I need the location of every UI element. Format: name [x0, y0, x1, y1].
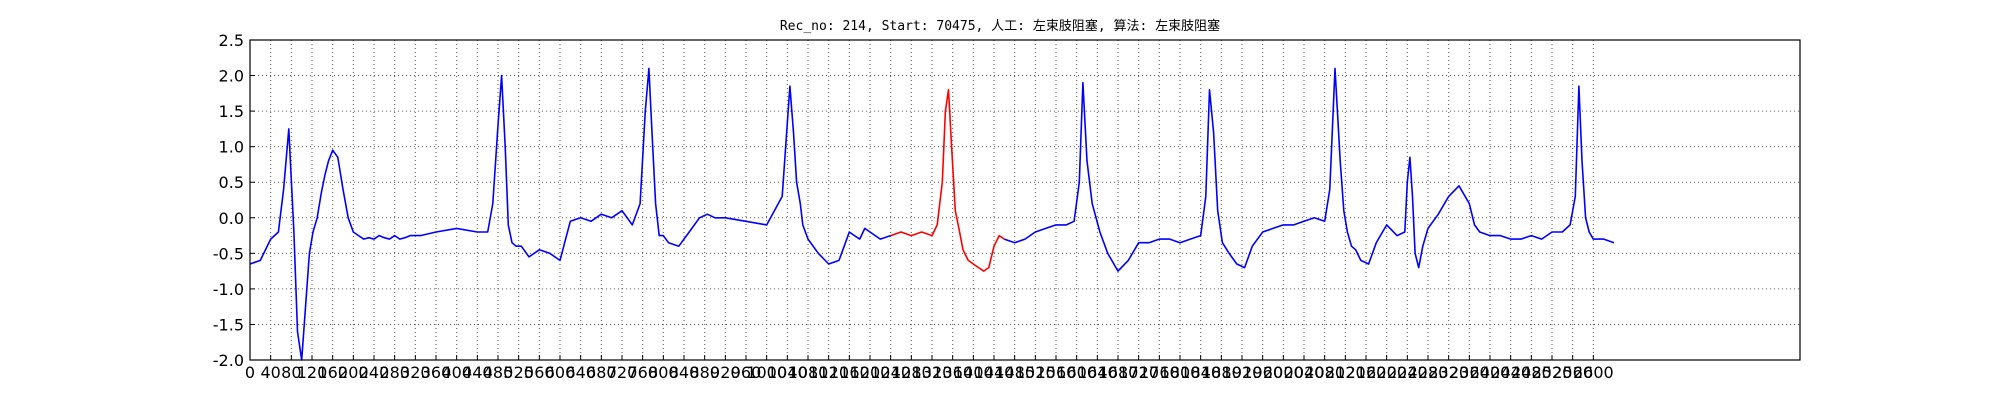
x-tick-label: 2000 [1263, 363, 1304, 382]
plot-series [249, 67, 1615, 361]
x-tick-label: 2240 [1387, 363, 1428, 382]
y-tick-label: 0.0 [219, 209, 244, 228]
x-tick-label: 2040 [1284, 363, 1325, 382]
y-tick-label: 1.0 [219, 138, 244, 157]
x-tick-label: 2120 [1325, 363, 1366, 382]
x-tick-label: 1360 [932, 363, 973, 382]
x-tick-label: 1160 [829, 363, 870, 382]
x-tick-label: 160 [317, 363, 348, 382]
ecg-trace-segment-1 [249, 67, 891, 361]
x-tick-label: 120 [297, 363, 328, 382]
x-tick-label: 920 [710, 363, 741, 382]
x-tick-label: 1000 [746, 363, 787, 382]
x-tick-label: 1480 [994, 363, 1035, 382]
x-tick-label: 1320 [912, 363, 953, 382]
x-tick-label: 2440 [1490, 363, 1531, 382]
x-tick-label: 360 [421, 363, 452, 382]
x-tick-label: 2360 [1449, 363, 1490, 382]
y-tick-label: -1.0 [213, 280, 244, 299]
x-tick-label: 280 [379, 363, 410, 382]
x-tick-label: 600 [545, 363, 576, 382]
x-tick-label: 640 [565, 363, 596, 382]
x-tick-label: 1960 [1242, 363, 1283, 382]
ecg-trace-segment-3 [1004, 67, 1615, 272]
x-tick-label: 400 [441, 363, 472, 382]
x-tick-label: 1840 [1180, 363, 1221, 382]
x-tick-label: 0 [245, 363, 255, 382]
x-tick-label: 1080 [788, 363, 829, 382]
x-tick-label: 1800 [1160, 363, 1201, 382]
x-tick-label: 80 [281, 363, 301, 382]
y-tick-label: 2.5 [219, 31, 244, 50]
x-tick-label: 200 [338, 363, 369, 382]
x-tick-label: 2520 [1532, 363, 1573, 382]
x-tick-label: 2600 [1573, 363, 1614, 382]
x-tick-label: 1680 [1098, 363, 1139, 382]
x-tick-label: 840 [669, 363, 700, 382]
x-tick-label: 2160 [1346, 363, 1387, 382]
x-tick-label: 440 [462, 363, 493, 382]
y-tick-label: 0.5 [219, 173, 244, 192]
y-tick-label: 1.5 [219, 102, 244, 121]
x-tick-label: 960 [731, 363, 762, 382]
x-tick-label: 2480 [1511, 363, 1552, 382]
x-tick-label: 2200 [1366, 363, 1407, 382]
x-tick-label: 1520 [1015, 363, 1056, 382]
x-tick-label: 560 [524, 363, 555, 382]
x-tick-label: 1200 [850, 363, 891, 382]
x-tick-label: 1400 [953, 363, 994, 382]
x-tick-label: 1920 [1222, 363, 1263, 382]
x-tick-label: 880 [689, 363, 720, 382]
x-tick-label: 2560 [1552, 363, 1593, 382]
x-tick-label: 1040 [767, 363, 808, 382]
x-tick-label: 520 [503, 363, 534, 382]
x-tick-label: 480 [483, 363, 514, 382]
x-tick-label: 1600 [1056, 363, 1097, 382]
x-tick-label: 800 [648, 363, 679, 382]
x-tick-label: 2320 [1428, 363, 1469, 382]
y-axis: 2.5 2.0 1.5 1.0 0.5 0.0 -0.5 -1.0 -1.5 -2.0 [213, 31, 255, 370]
y-tick-label: -0.5 [213, 244, 244, 263]
y-tick-label: -2.0 [213, 351, 244, 370]
x-tick-label: 2080 [1304, 363, 1345, 382]
x-tick-label: 1280 [891, 363, 932, 382]
x-tick-label: 1240 [870, 363, 911, 382]
x-tick-label: 760 [627, 363, 658, 382]
x-tick-label: 1120 [808, 363, 849, 382]
x-tick-label: 1880 [1201, 363, 1242, 382]
x-tick-label: 1640 [1077, 363, 1118, 382]
x-tick-label: 2280 [1408, 363, 1449, 382]
ecg-trace-segment-2 [890, 89, 1005, 272]
x-tick-label: 240 [359, 363, 390, 382]
y-tick-label: 2.0 [219, 67, 244, 86]
x-tick-label: 680 [586, 363, 617, 382]
x-tick-label: 1440 [974, 363, 1015, 382]
x-tick-label: 40 [260, 363, 280, 382]
x-tick-label: 2400 [1470, 363, 1511, 382]
x-tick-label: 320 [400, 363, 431, 382]
x-tick-label: 1560 [1036, 363, 1077, 382]
x-tick-label: 1720 [1118, 363, 1159, 382]
chart-title: Rec_no: 214, Start: 70475, 人工: 左束肢阻塞, 算法… [780, 18, 1220, 34]
x-tick-label: 1760 [1139, 363, 1180, 382]
x-axis: 0 40 8012016020024028032036040044048052056… [245, 355, 1614, 382]
x-tick-label: 720 [607, 363, 638, 382]
plot-frame [249, 39, 1801, 361]
y-tick-label: -1.5 [213, 315, 244, 334]
